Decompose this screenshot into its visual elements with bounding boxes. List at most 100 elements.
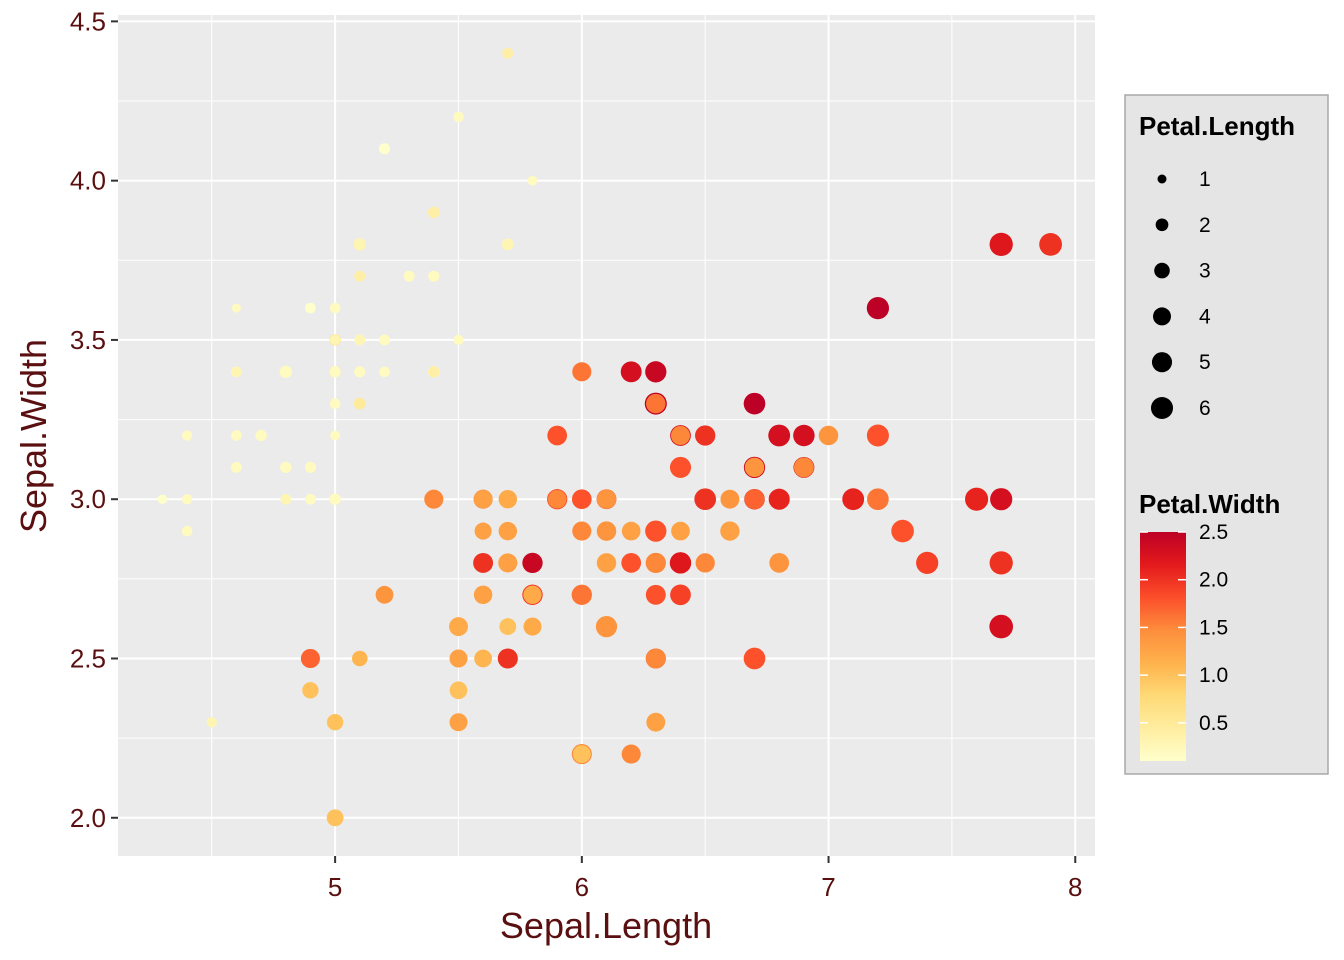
data-point <box>916 551 939 575</box>
data-point <box>522 552 543 574</box>
data-point <box>498 553 517 573</box>
data-point <box>595 615 618 638</box>
x-tick-label: 6 <box>575 872 589 902</box>
data-point <box>572 521 592 541</box>
data-point <box>329 398 341 409</box>
y-axis: 2.0 2.5 3.0 3.5 4.0 4.5 <box>70 6 118 833</box>
data-point <box>329 302 341 314</box>
data-point <box>793 424 815 447</box>
data-point <box>302 682 319 699</box>
data-point <box>989 614 1014 639</box>
size-legend-title: Petal.Length <box>1139 111 1295 141</box>
size-legend-label: 2 <box>1199 214 1211 237</box>
data-point <box>572 362 592 382</box>
data-point <box>743 647 766 670</box>
data-point <box>842 488 865 511</box>
data-point <box>502 47 514 59</box>
data-point <box>330 430 341 441</box>
data-point <box>206 717 217 728</box>
data-point <box>793 457 814 478</box>
data-point <box>695 425 716 446</box>
size-legend-label: 3 <box>1199 260 1211 283</box>
data-point <box>527 175 538 186</box>
data-point <box>621 744 641 764</box>
data-point <box>768 424 791 447</box>
data-point <box>354 270 366 282</box>
data-point <box>572 745 591 764</box>
size-legend-key <box>1153 307 1171 326</box>
data-point <box>670 584 691 606</box>
colorbar <box>1140 532 1186 761</box>
x-axis-title: Sepal.Length <box>500 905 712 946</box>
data-point <box>867 488 889 511</box>
data-point <box>646 393 666 414</box>
data-point <box>428 366 440 378</box>
y-tick-label: 3.5 <box>70 325 106 355</box>
data-point <box>304 461 316 473</box>
data-point <box>305 493 316 505</box>
data-point <box>449 713 468 732</box>
y-tick-label: 2.5 <box>70 643 106 673</box>
data-point <box>645 584 666 605</box>
data-point <box>181 430 193 441</box>
data-point <box>501 238 514 251</box>
data-point <box>965 487 989 511</box>
data-point <box>596 521 617 541</box>
data-point <box>499 618 517 636</box>
color-legend-title: Petal.Width <box>1139 489 1280 519</box>
data-point <box>231 430 242 441</box>
data-point <box>473 552 494 573</box>
data-point <box>645 552 666 574</box>
data-point <box>305 302 316 314</box>
data-point <box>378 143 391 155</box>
plot-panel <box>118 15 1095 856</box>
data-point <box>230 461 242 473</box>
data-point <box>280 461 292 474</box>
data-point <box>326 809 344 827</box>
size-legend-label: 1 <box>1199 168 1211 191</box>
data-point <box>329 366 341 378</box>
data-point <box>375 585 394 604</box>
data-point <box>474 649 492 668</box>
data-point <box>449 649 468 668</box>
data-point <box>866 424 889 447</box>
data-point <box>326 714 344 731</box>
data-point <box>621 521 641 541</box>
size-legend-label: 4 <box>1199 305 1211 328</box>
size-legend-key <box>1151 352 1173 373</box>
data-point <box>353 397 366 410</box>
data-point <box>596 489 617 509</box>
data-point <box>523 585 542 604</box>
data-point <box>352 650 368 667</box>
data-point <box>473 585 493 605</box>
data-point <box>474 522 492 540</box>
data-point <box>497 648 518 669</box>
data-point <box>621 553 642 573</box>
data-point <box>498 489 518 509</box>
data-point <box>280 493 292 505</box>
data-point <box>378 334 391 346</box>
y-tick-label: 4.5 <box>70 6 106 36</box>
size-legend-key <box>1157 174 1167 184</box>
data-point <box>670 425 691 446</box>
data-point <box>989 232 1013 257</box>
data-point <box>255 430 267 441</box>
x-axis: 5 6 7 8 <box>328 856 1082 902</box>
data-point <box>891 519 914 543</box>
legend: Petal.Length 1 2 3 4 5 6 Petal.Width 0.5 1.0 1.… <box>1124 94 1329 775</box>
x-tick-label: 8 <box>1068 872 1082 902</box>
data-point <box>157 494 168 504</box>
data-point <box>449 681 468 699</box>
size-legend-key <box>1150 396 1174 420</box>
colorbar-tick-label: 2.0 <box>1199 569 1228 592</box>
data-point <box>300 648 320 669</box>
data-point <box>645 361 667 383</box>
data-point <box>669 552 692 574</box>
y-tick-label: 4.0 <box>70 166 106 196</box>
data-point <box>473 490 493 509</box>
data-point <box>671 521 690 541</box>
data-point <box>743 392 766 415</box>
colorbar-tick-label: 0.5 <box>1199 712 1228 735</box>
x-tick-label: 7 <box>821 872 835 902</box>
